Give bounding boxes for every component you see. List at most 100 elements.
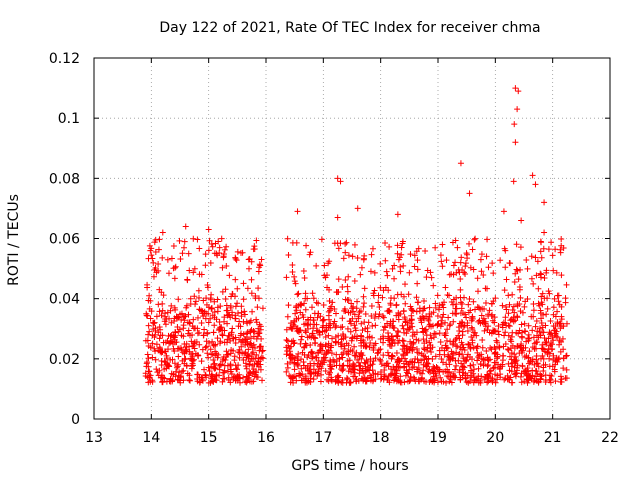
data-point [522, 298, 529, 305]
data-point [396, 364, 403, 371]
data-point [507, 317, 514, 324]
data-point [501, 245, 508, 252]
data-point [394, 358, 401, 365]
data-point [511, 121, 518, 128]
data-point [513, 367, 520, 374]
data-point [445, 357, 452, 364]
data-point [511, 309, 518, 316]
data-point [531, 377, 538, 384]
data-point [208, 241, 215, 248]
data-point [457, 299, 464, 306]
data-point [438, 378, 445, 385]
data-point [441, 351, 448, 358]
data-point [313, 262, 320, 269]
data-point [257, 366, 264, 373]
data-point [475, 354, 482, 361]
data-point [468, 367, 475, 374]
data-point [153, 341, 160, 348]
data-point [554, 308, 561, 315]
data-point [185, 250, 192, 257]
data-point [494, 353, 501, 360]
data-point [312, 335, 319, 342]
data-point [205, 226, 212, 233]
data-point [397, 263, 404, 270]
data-point [450, 296, 457, 303]
data-point [291, 339, 298, 346]
data-point [429, 355, 436, 362]
data-point [308, 370, 315, 377]
data-point [223, 302, 230, 309]
data-point [164, 309, 171, 316]
data-point [492, 295, 499, 302]
data-point [540, 367, 547, 374]
data-point [158, 361, 165, 368]
x-tick-label: 19 [429, 430, 447, 446]
data-point [439, 263, 446, 270]
data-point [537, 376, 544, 383]
data-point [300, 375, 307, 382]
data-point [377, 335, 384, 342]
data-point [408, 316, 415, 323]
data-point [357, 308, 364, 315]
data-point [283, 326, 290, 333]
data-point [381, 373, 388, 380]
data-point [489, 378, 496, 385]
data-point [243, 365, 250, 372]
axis-ticks [93, 57, 611, 420]
data-point [257, 344, 264, 351]
data-point [362, 311, 369, 318]
data-point [430, 282, 437, 289]
data-point [253, 373, 260, 380]
data-point [471, 236, 478, 243]
data-point [424, 347, 431, 354]
data-point [165, 332, 172, 339]
data-point [466, 295, 473, 302]
data-point [543, 311, 550, 318]
data-point [520, 368, 527, 375]
data-point [491, 314, 498, 321]
data-point [238, 343, 245, 350]
data-point [203, 301, 210, 308]
data-point [342, 240, 349, 247]
data-point [325, 312, 332, 319]
data-point [389, 265, 396, 272]
data-point [240, 318, 247, 325]
data-point [458, 360, 465, 367]
data-point [145, 368, 152, 375]
data-point [463, 314, 470, 321]
data-point [431, 377, 438, 384]
data-point [159, 229, 166, 236]
data-point [388, 355, 395, 362]
data-point [290, 321, 297, 328]
data-point [558, 236, 565, 243]
data-point [530, 307, 537, 314]
data-point [370, 371, 377, 378]
data-point [549, 363, 556, 370]
data-point [185, 327, 192, 334]
data-point [540, 355, 547, 362]
data-point [557, 378, 564, 385]
data-point [167, 356, 174, 363]
x-tick-label: 20 [486, 430, 504, 446]
data-point [351, 343, 358, 350]
data-point [292, 280, 299, 287]
data-point [252, 293, 259, 300]
data-point [478, 268, 485, 275]
data-point [211, 298, 218, 305]
data-point [346, 363, 353, 370]
data-point [335, 378, 342, 385]
data-point [420, 367, 427, 374]
data-point [209, 338, 216, 345]
data-point [213, 372, 220, 379]
data-point [194, 236, 201, 243]
data-point [558, 242, 565, 249]
data-point [255, 285, 262, 292]
data-point [353, 305, 360, 312]
data-point [426, 304, 433, 311]
data-point [326, 297, 333, 304]
data-point [344, 325, 351, 332]
data-point [449, 310, 456, 317]
data-point [533, 353, 540, 360]
data-point [325, 371, 332, 378]
data-point [210, 356, 217, 363]
